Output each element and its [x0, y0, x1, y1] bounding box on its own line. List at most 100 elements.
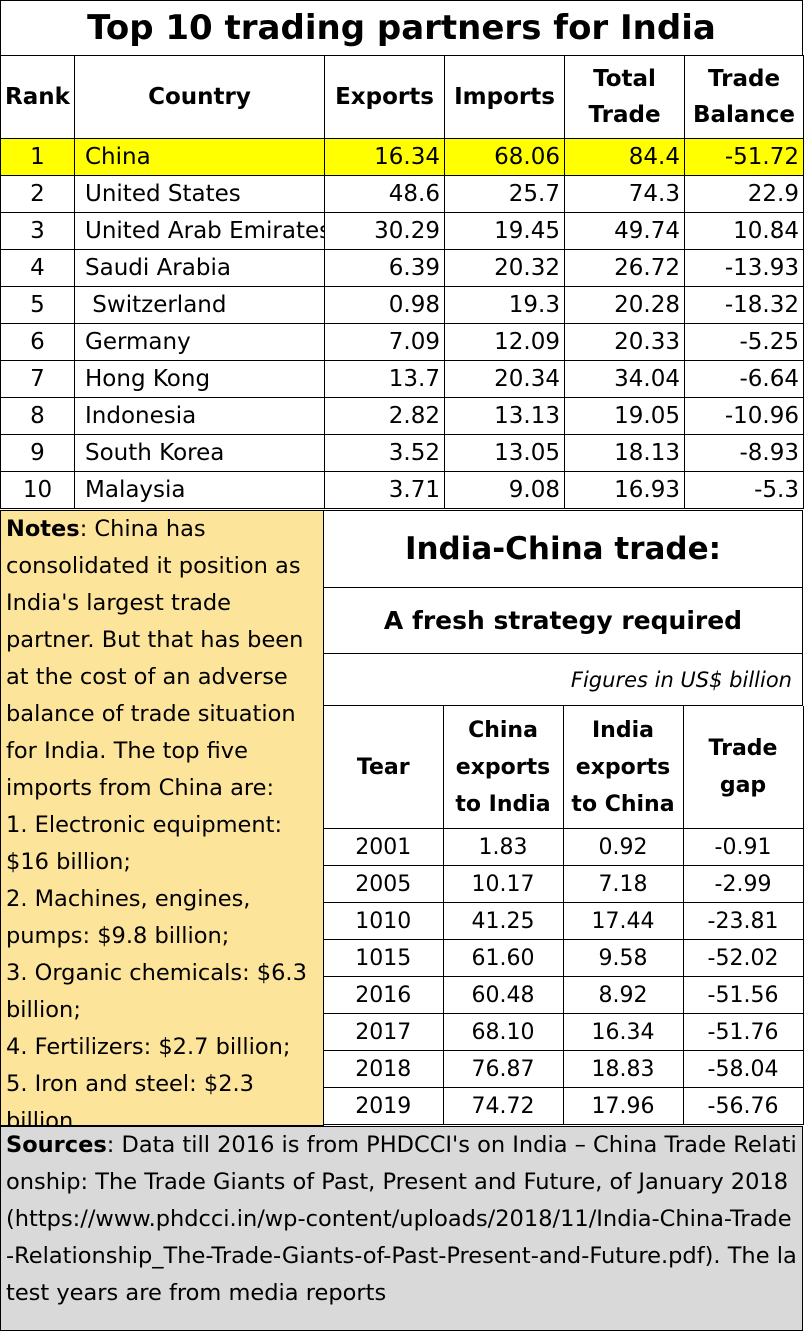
china-exports-cell: 1.83: [443, 828, 564, 866]
sources-panel: Sources: Data till 2016 is from PHDCCI's…: [0, 1126, 803, 1331]
trade-balance-cell: -5.25: [684, 323, 804, 361]
exports-cell: 30.29: [324, 212, 445, 250]
india-china-subheading: A fresh strategy required: [324, 588, 803, 654]
header-rank: Rank: [0, 55, 75, 139]
table-row: 10 Malaysia 3.71 9.08 16.93 -5.3: [0, 471, 804, 509]
rank-cell: 9: [0, 434, 75, 472]
notes-item: 3. Organic chemicals: $6.3 billion;: [6, 960, 307, 1023]
country-cell: Malaysia: [74, 471, 325, 509]
trade-gap-cell: -56.76: [683, 1087, 804, 1125]
header-india-exports: India exports to China: [563, 706, 684, 829]
trade-balance-cell: -18.32: [684, 286, 804, 324]
trade-gap-cell: -52.02: [683, 939, 804, 977]
total-trade-cell: 34.04: [564, 360, 685, 398]
header-trade-balance: Trade Balance: [684, 55, 804, 139]
trade-gap-cell: -0.91: [683, 828, 804, 866]
india-exports-cell: 9.58: [563, 939, 684, 977]
trade-gap-cell: -2.99: [683, 865, 804, 903]
table-row: 2016 60.48 8.92 -51.56: [324, 976, 804, 1014]
header-imports: Imports: [444, 55, 565, 139]
sources-text: : Data till 2016 is from PHDCCI's on Ind…: [6, 1132, 797, 1306]
imports-cell: 25.7: [444, 175, 565, 213]
imports-cell: 9.08: [444, 471, 565, 509]
exports-cell: 2.82: [324, 397, 445, 435]
trade-balance-cell: -6.64: [684, 360, 804, 398]
china-exports-cell: 60.48: [443, 976, 564, 1014]
year-cell: 2018: [324, 1050, 444, 1088]
trade-balance-cell: -10.96: [684, 397, 804, 435]
header-total-trade: Total Trade: [564, 55, 685, 139]
india-exports-cell: 17.44: [563, 902, 684, 940]
china-exports-cell: 68.10: [443, 1013, 564, 1051]
table-row: 2 United States 48.6 25.7 74.3 22.9: [0, 175, 804, 213]
country-cell: Hong Kong: [74, 360, 325, 398]
page-title: Top 10 trading partners for India: [0, 0, 803, 56]
table-row: 2005 10.17 7.18 -2.99: [324, 865, 804, 903]
table-row: 7 Hong Kong 13.7 20.34 34.04 -6.64: [0, 360, 804, 398]
china-exports-cell: 76.87: [443, 1050, 564, 1088]
exports-cell: 7.09: [324, 323, 445, 361]
table-row: 1 China 16.34 68.06 84.4 -51.72: [0, 138, 804, 176]
header-trade-gap: Trade gap: [683, 706, 804, 829]
imports-cell: 13.05: [444, 434, 565, 472]
total-trade-cell: 20.28: [564, 286, 685, 324]
notes-label: Notes: [6, 516, 80, 542]
header-china-exports: China exports to India: [443, 706, 564, 829]
country-cell: Switzerland: [74, 286, 325, 324]
figures-note: Figures in US$ billion: [324, 654, 803, 706]
year-cell: 2001: [324, 828, 444, 866]
notes-item: 1. Electronic equipment: $16 billion;: [6, 812, 283, 875]
india-china-heading: India-China trade:: [324, 510, 803, 588]
imports-cell: 20.34: [444, 360, 565, 398]
notes-panel: Notes: China has consolidated it positio…: [0, 510, 324, 1126]
partners-header-row: Rank Country Exports Imports Total Trade…: [0, 55, 804, 139]
china-exports-cell: 61.60: [443, 939, 564, 977]
total-trade-cell: 16.93: [564, 471, 685, 509]
china-exports-cell: 41.25: [443, 902, 564, 940]
total-trade-cell: 20.33: [564, 323, 685, 361]
india-china-panel: India-China trade: A fresh strategy requ…: [324, 510, 804, 1125]
sources-label: Sources: [6, 1132, 107, 1158]
trade-balance-cell: 10.84: [684, 212, 804, 250]
country-cell: United States: [74, 175, 325, 213]
total-trade-cell: 26.72: [564, 249, 685, 287]
india-china-table: Tear China exports to India India export…: [324, 706, 804, 1125]
trade-balance-cell: 22.9: [684, 175, 804, 213]
table-row: 2019 74.72 17.96 -56.76: [324, 1087, 804, 1125]
header-country: Country: [74, 55, 325, 139]
rank-cell: 3: [0, 212, 75, 250]
china-exports-cell: 74.72: [443, 1087, 564, 1125]
country-cell: China: [74, 138, 325, 176]
header-exports: Exports: [324, 55, 445, 139]
notes-item: 2. Machines, engines, pumps: $9.8 billio…: [6, 886, 251, 949]
imports-cell: 19.45: [444, 212, 565, 250]
table-row: 3 United Arab Emirates 30.29 19.45 49.74 10.8…: [0, 212, 804, 250]
exports-cell: 0.98: [324, 286, 445, 324]
table-row: 2017 68.10 16.34 -51.76: [324, 1013, 804, 1051]
india-china-header-row: Tear China exports to India India export…: [324, 706, 804, 829]
total-trade-cell: 84.4: [564, 138, 685, 176]
imports-cell: 68.06: [444, 138, 565, 176]
trade-balance-cell: -8.93: [684, 434, 804, 472]
country-cell: Indonesia: [74, 397, 325, 435]
trade-gap-cell: -51.76: [683, 1013, 804, 1051]
rank-cell: 5: [0, 286, 75, 324]
table-row: 1010 41.25 17.44 -23.81: [324, 902, 804, 940]
year-cell: 2005: [324, 865, 444, 903]
imports-cell: 20.32: [444, 249, 565, 287]
total-trade-cell: 49.74: [564, 212, 685, 250]
country-cell: Saudi Arabia: [74, 249, 325, 287]
table-row: 1015 61.60 9.58 -52.02: [324, 939, 804, 977]
header-year: Tear: [324, 706, 444, 829]
table-row: 9 South Korea 3.52 13.05 18.13 -8.93: [0, 434, 804, 472]
table-row: 2001 1.83 0.92 -0.91: [324, 828, 804, 866]
rank-cell: 1: [0, 138, 75, 176]
imports-cell: 19.3: [444, 286, 565, 324]
rank-cell: 8: [0, 397, 75, 435]
china-exports-cell: 10.17: [443, 865, 564, 903]
india-exports-cell: 0.92: [563, 828, 684, 866]
rank-cell: 10: [0, 471, 75, 509]
exports-cell: 3.52: [324, 434, 445, 472]
year-cell: 1015: [324, 939, 444, 977]
